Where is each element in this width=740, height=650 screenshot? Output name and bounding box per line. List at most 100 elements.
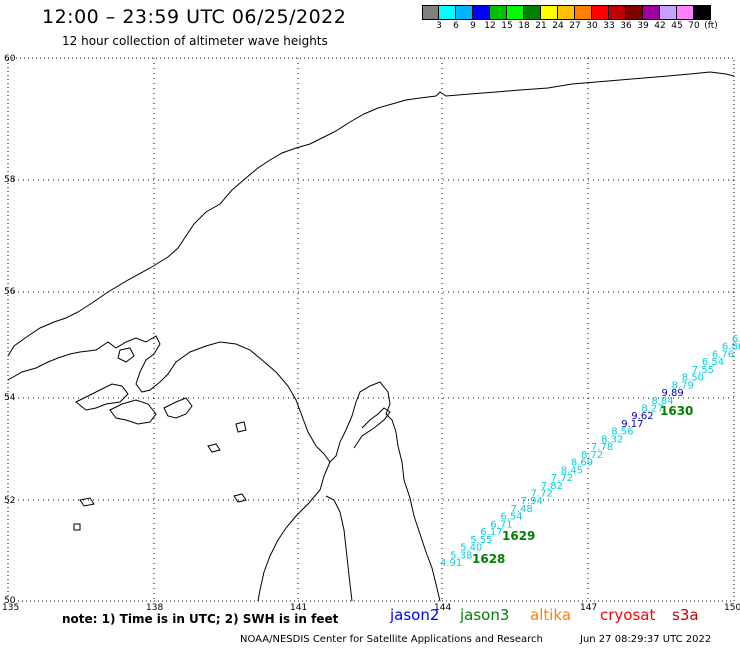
island-small-1: [117, 347, 135, 363]
scale-label: 18: [518, 21, 530, 31]
scale-label: 45: [671, 21, 683, 31]
wave-height-label: 9.17: [621, 419, 643, 430]
wave-height-label: 7.82: [541, 481, 563, 492]
scale-label: 24: [552, 21, 564, 31]
legend-s3a: s3a: [672, 606, 699, 624]
wave-height-label: 8.32: [601, 434, 623, 445]
wave-height-label: 6.: [732, 334, 740, 345]
scale-swatch: [660, 5, 677, 20]
scale-swatch: [507, 5, 524, 20]
wave-height-label: 8.56: [611, 427, 633, 438]
wave-height-label: 7.78: [591, 442, 613, 453]
scale-swatch: [575, 5, 592, 20]
pass-label: 1629: [502, 529, 535, 543]
scale-swatch: [609, 5, 626, 20]
scale-label: 15: [501, 21, 513, 31]
scale-swatch: [558, 5, 575, 20]
scale-swatch: [694, 5, 711, 20]
lon-label-144: 144: [434, 603, 451, 613]
credit-text: NOAA/NESDIS Center for Satellite Applica…: [240, 634, 543, 645]
wave-height-label: 8.79: [672, 380, 694, 391]
scale-label: 36: [620, 21, 632, 31]
scale-swatch: [422, 5, 439, 20]
bay-loop: [75, 383, 129, 411]
scale-label: 9: [470, 21, 476, 31]
lat-label-50: 50: [4, 596, 16, 606]
lon-label-147: 147: [580, 603, 597, 613]
lat-label-56: 56: [4, 287, 16, 297]
wave-height-label: 8.27: [641, 404, 663, 415]
lon-label-138: 138: [146, 603, 163, 613]
wave-height-label: 6.76: [712, 349, 734, 360]
scale-label: (ft): [704, 21, 718, 31]
lat-label-58: 58: [4, 175, 16, 185]
footer-note: note: 1) Time is in UTC; 2) SWH is in fe…: [62, 612, 339, 626]
wave-height-label: 5.55: [470, 535, 492, 546]
coastline: [7, 71, 735, 602]
wave-height-label: 9.89: [662, 388, 684, 399]
map-frame: [7, 57, 735, 602]
wave-height-color-scale: [422, 5, 711, 20]
scale-label: 27: [569, 21, 581, 31]
wave-height-label: 8.45: [561, 465, 583, 476]
island-small-4: [233, 493, 247, 503]
scale-swatch: [541, 5, 558, 20]
wave-height-label: 5.38: [450, 550, 472, 561]
map-subtitle: 12 hour collection of altimeter wave hei…: [62, 34, 328, 48]
sakhalin-inlet: [353, 407, 391, 449]
wave-height-label: 7.55: [692, 365, 714, 376]
island-small-6: [73, 523, 81, 531]
bay-inner: [109, 399, 157, 425]
lat-label-54: 54: [4, 393, 16, 403]
lon-label-150: 150: [724, 603, 740, 613]
wave-height-label: 7.94: [521, 496, 543, 507]
amur-estuary-coast: [257, 461, 331, 602]
lon-label-141: 141: [290, 603, 307, 613]
scale-label: 70: [688, 21, 700, 31]
scale-swatch: [456, 5, 473, 20]
wave-height-label: 6.86: [722, 342, 740, 353]
island-small-3: [207, 443, 221, 453]
lat-label-60: 60: [4, 54, 16, 64]
lon-label-135: 135: [2, 603, 19, 613]
wave-height-label: 9.62: [631, 411, 653, 422]
lat-lon-grid: [8, 58, 734, 601]
legend-jason2: jason2: [390, 606, 440, 624]
map-title: 12:00 – 23:59 UTC 06/25/2022: [42, 6, 347, 28]
wave-height-label: 8.69: [571, 458, 593, 469]
pass-label: 1628: [472, 552, 505, 566]
scale-swatch: [473, 5, 490, 20]
altimeter-track: 4.915.385.405.556.176.716.547.487.947.72…: [440, 334, 740, 569]
wave-height-label: 8.72: [581, 450, 603, 461]
scale-label: 12: [484, 21, 496, 31]
scale-swatch: [643, 5, 660, 20]
scale-label: 33: [603, 21, 615, 31]
legend-jason3: jason3: [460, 606, 510, 624]
wave-height-label: 7.48: [511, 504, 533, 515]
wave-height-label: 6.17: [480, 527, 502, 538]
legend-cryosat: cryosat: [600, 606, 656, 624]
wave-height-label: 4.91: [440, 558, 462, 569]
wave-height-label: 8.84: [651, 396, 673, 407]
wave-height-label: 6.54: [702, 357, 724, 368]
scale-label: 6: [453, 21, 459, 31]
scale-swatch: [626, 5, 643, 20]
scale-label: 42: [654, 21, 666, 31]
island-shantar: [163, 397, 193, 419]
scale-label: 3: [436, 21, 442, 31]
scale-swatch: [592, 5, 609, 20]
island-small-5: [79, 497, 95, 507]
wave-height-label: 8.50: [682, 373, 704, 384]
legend-altika: altika: [530, 606, 572, 624]
scale-swatch: [524, 5, 541, 20]
scale-swatch: [677, 5, 694, 20]
wave-height-label: 7.72: [551, 473, 573, 484]
wave-height-label: 5.40: [460, 543, 482, 554]
wave-height-label: 6.54: [500, 512, 522, 523]
scale-swatch: [439, 5, 456, 20]
lat-label-52: 52: [4, 496, 15, 506]
pass-label: 1630: [660, 404, 693, 418]
scale-label: 39: [637, 21, 649, 31]
scale-swatch: [490, 5, 507, 20]
